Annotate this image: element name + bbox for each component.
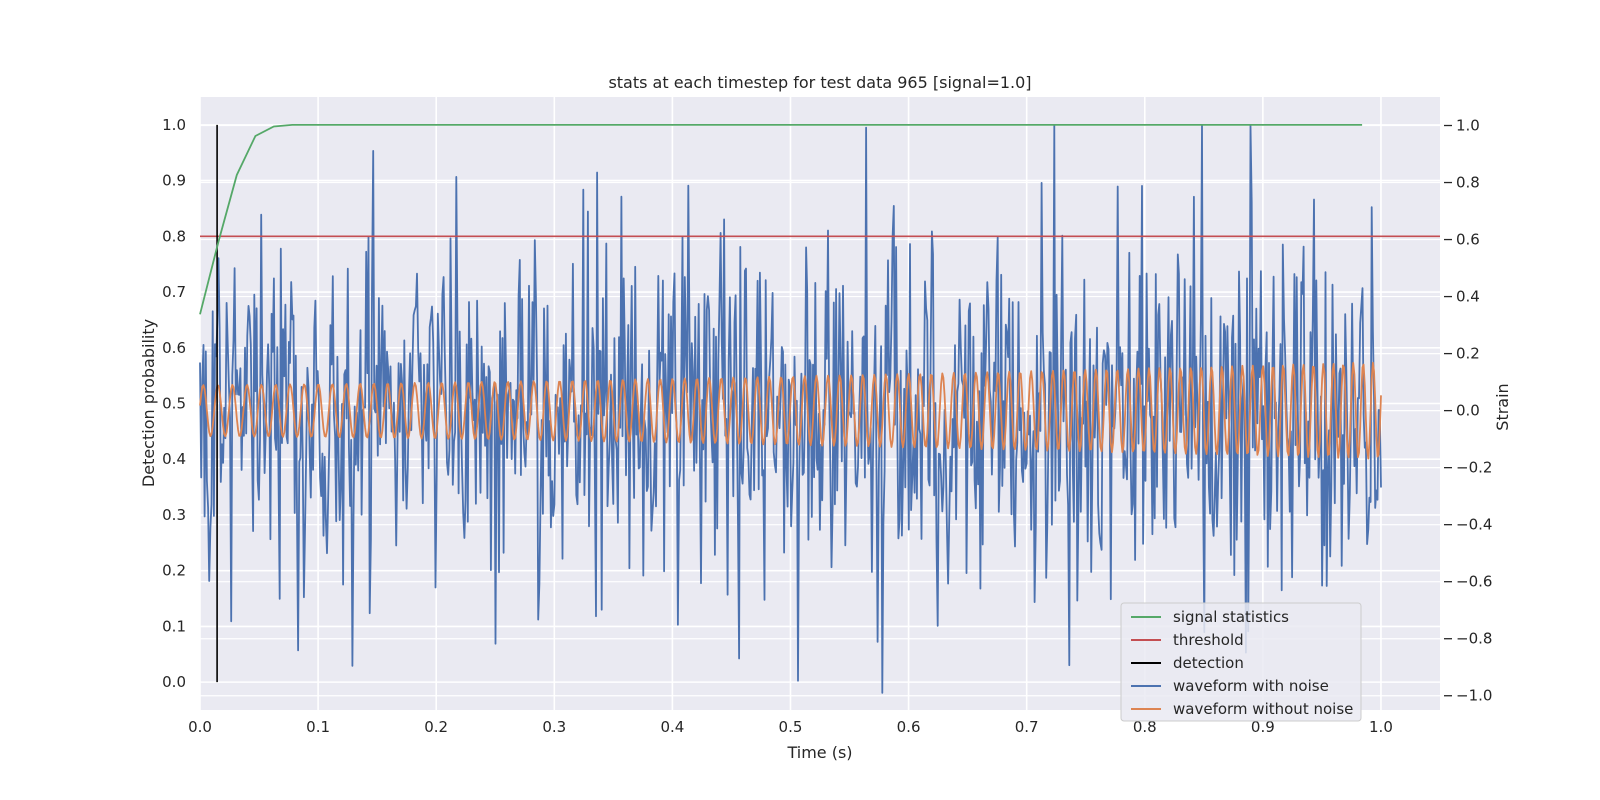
legend-label: detection	[1173, 654, 1244, 672]
y-left-tick-label: 0.5	[162, 395, 186, 413]
x-tick-label: 0.6	[897, 718, 921, 736]
y-left-tick-label: 0.1	[162, 617, 186, 635]
x-tick-label: 0.5	[779, 718, 803, 736]
y-left-tick-label: 0.8	[162, 227, 186, 245]
series-signal-statistics	[199, 124, 1363, 315]
y-right-tick-label: −1.0	[1456, 687, 1492, 705]
x-tick-label: 0.9	[1251, 718, 1275, 736]
y-left-tick-label: 0.7	[162, 283, 186, 301]
chart-title: stats at each timestep for test data 965…	[608, 73, 1031, 92]
legend-label: waveform with noise	[1173, 677, 1329, 695]
y-axis-right-label: Strain	[1493, 383, 1512, 430]
legend-label: waveform without noise	[1173, 700, 1353, 718]
y-right-tick-label: −0.2	[1456, 459, 1492, 477]
y-right-tick-label: 0.2	[1456, 345, 1480, 363]
y-axis-left-label: Detection probability	[139, 319, 158, 487]
x-tick-label: 0.4	[660, 718, 684, 736]
y-right-tick-label: −0.8	[1456, 630, 1492, 648]
x-axis-label: Time (s)	[786, 743, 852, 762]
x-tick-label: 0.3	[542, 718, 566, 736]
y-left-tick-label: 0.6	[162, 339, 186, 357]
x-tick-label: 0.1	[306, 718, 330, 736]
legend-box	[1120, 602, 1362, 722]
x-tick-label: 0.8	[1133, 718, 1157, 736]
y-left-tick-label: 0.0	[162, 673, 186, 691]
series-layer	[199, 124, 1440, 694]
y-right-tick-label: 1.0	[1456, 117, 1480, 135]
y-left-tick-label: 0.9	[162, 172, 186, 190]
x-tick-label: 1.0	[1369, 718, 1393, 736]
y-right-tick-label: 0.4	[1456, 288, 1480, 306]
y-right-tick-label: −0.6	[1456, 573, 1492, 591]
x-tick-label: 0.2	[424, 718, 448, 736]
legend-label: threshold	[1173, 631, 1244, 649]
y-right-tick-label: 0.8	[1456, 174, 1480, 192]
x-tick-label: 0.7	[1015, 718, 1039, 736]
series-waveform-without-noise	[199, 361, 1382, 460]
y-right-tick-label: 0.6	[1456, 231, 1480, 249]
y-left-tick-label: 0.4	[162, 450, 186, 468]
series-waveform-with-noise	[199, 124, 1382, 694]
axes-layer: 0.0 0.1 0.2 0.3 0.4 0.5 0.6 0.7 0.8 0.9 1.0 0.0 0.1 0…	[162, 116, 1492, 736]
legend: signal statistics threshold detection wavef…	[1120, 602, 1362, 722]
y-left-tick-label: 0.2	[162, 562, 186, 580]
y-left-tick-label: 0.3	[162, 506, 186, 524]
y-left-tick-label: 1.0	[162, 116, 186, 134]
y-right-tick-label: 0.0	[1456, 402, 1480, 420]
legend-label: signal statistics	[1173, 608, 1289, 626]
y-right-tick-label: −0.4	[1456, 516, 1492, 534]
x-tick-label: 0.0	[188, 718, 212, 736]
